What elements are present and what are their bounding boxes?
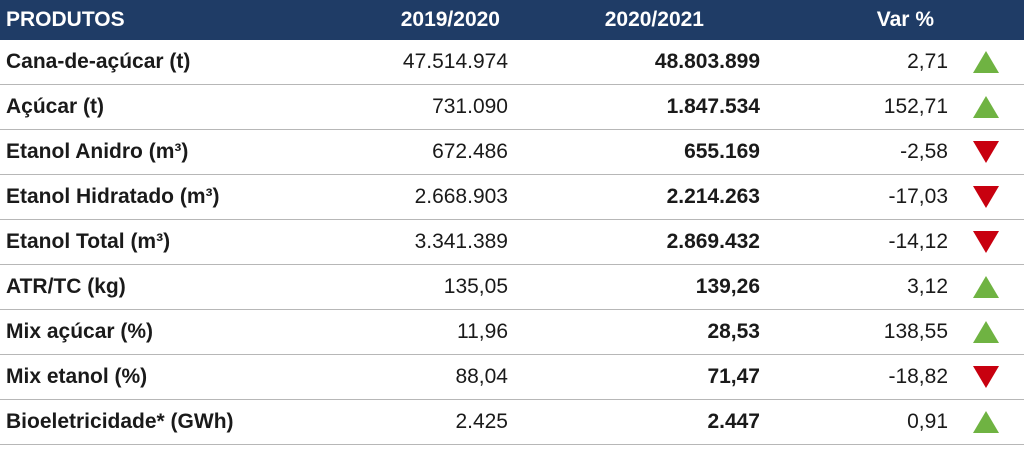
table-row: Mix açúcar (%) 11,96 28,53 138,55 [0, 310, 1024, 355]
row-value-2019-2020: 88,04 [455, 365, 508, 388]
row-value-2019-2020: 672.486 [432, 140, 508, 163]
row-variation: 2,71 [907, 50, 948, 73]
row-variation: 0,91 [907, 410, 948, 433]
row-product: Mix açúcar (%) [6, 320, 154, 343]
row-product: Etanol Hidratado (m³) [6, 185, 220, 208]
row-value-2020-2021: 2.214.263 [666, 185, 760, 208]
trend-arrow-icon [973, 321, 999, 343]
row-product: Etanol Anidro (m³) [6, 140, 189, 163]
row-value-2019-2020: 135,05 [443, 275, 508, 298]
row-value-2019-2020: 2.425 [455, 410, 508, 433]
row-value-2019-2020: 47.514.974 [402, 50, 508, 73]
row-value-2020-2021: 2.869.432 [666, 230, 760, 253]
row-variation: -18,82 [888, 365, 948, 388]
header-year-2019-2020: 2019/2020 [400, 8, 500, 31]
header-year-2020-2021: 2020/2021 [604, 8, 704, 31]
row-variation: -14,12 [888, 230, 948, 253]
table-row: Etanol Anidro (m³) 672.486 655.169 -2,58 [0, 130, 1024, 175]
row-variation: 152,71 [883, 95, 948, 118]
row-value-2019-2020: 731.090 [432, 95, 508, 118]
row-product: ATR/TC (kg) [6, 275, 126, 298]
table-row: Etanol Total (m³) 3.341.389 2.869.432 -1… [0, 220, 1024, 265]
row-value-2019-2020: 11,96 [457, 320, 508, 343]
trend-indicator [948, 51, 1024, 73]
trend-arrow-icon [973, 231, 999, 253]
row-product: Bioeletricidade* (GWh) [6, 410, 234, 433]
trend-indicator [948, 96, 1024, 118]
row-variation: 3,12 [907, 275, 948, 298]
row-product: Açúcar (t) [6, 95, 105, 118]
trend-indicator [948, 186, 1024, 208]
trend-arrow-icon [973, 141, 999, 163]
table-row: Cana-de-açúcar (t) 47.514.974 48.803.899… [0, 40, 1024, 85]
table-row: Bioeletricidade* (GWh) 2.425 2.447 0,91 [0, 400, 1024, 445]
row-variation: -2,58 [900, 140, 948, 163]
table-header: PRODUTOS 2019/2020 2020/2021 Var % [0, 0, 1024, 40]
row-value-2020-2021: 28,53 [707, 320, 760, 343]
table-row: Etanol Hidratado (m³) 2.668.903 2.214.26… [0, 175, 1024, 220]
trend-indicator [948, 141, 1024, 163]
trend-indicator [948, 276, 1024, 298]
table-row: ATR/TC (kg) 135,05 139,26 3,12 [0, 265, 1024, 310]
row-product: Etanol Total (m³) [6, 230, 171, 253]
row-value-2019-2020: 2.668.903 [414, 185, 508, 208]
trend-indicator [948, 411, 1024, 433]
row-value-2020-2021: 2.447 [707, 410, 760, 433]
row-value-2019-2020: 3.341.389 [414, 230, 508, 253]
table-row: Mix etanol (%) 88,04 71,47 -18,82 [0, 355, 1024, 400]
row-variation: -17,03 [888, 185, 948, 208]
row-product: Mix etanol (%) [6, 365, 148, 388]
row-value-2020-2021: 71,47 [707, 365, 760, 388]
trend-arrow-icon [973, 411, 999, 433]
row-product: Cana-de-açúcar (t) [6, 50, 191, 73]
row-value-2020-2021: 1.847.534 [666, 95, 760, 118]
trend-indicator [948, 366, 1024, 388]
trend-arrow-icon [973, 366, 999, 388]
trend-arrow-icon [973, 96, 999, 118]
table-row: Açúcar (t) 731.090 1.847.534 152,71 [0, 85, 1024, 130]
header-variation: Var % [876, 8, 934, 31]
row-value-2020-2021: 48.803.899 [654, 50, 760, 73]
trend-arrow-icon [973, 186, 999, 208]
row-variation: 138,55 [883, 320, 948, 343]
trend-indicator [948, 231, 1024, 253]
trend-arrow-icon [973, 51, 999, 73]
trend-indicator [948, 321, 1024, 343]
header-product: PRODUTOS [6, 8, 125, 31]
trend-arrow-icon [973, 276, 999, 298]
row-value-2020-2021: 655.169 [684, 140, 760, 163]
row-value-2020-2021: 139,26 [695, 275, 760, 298]
